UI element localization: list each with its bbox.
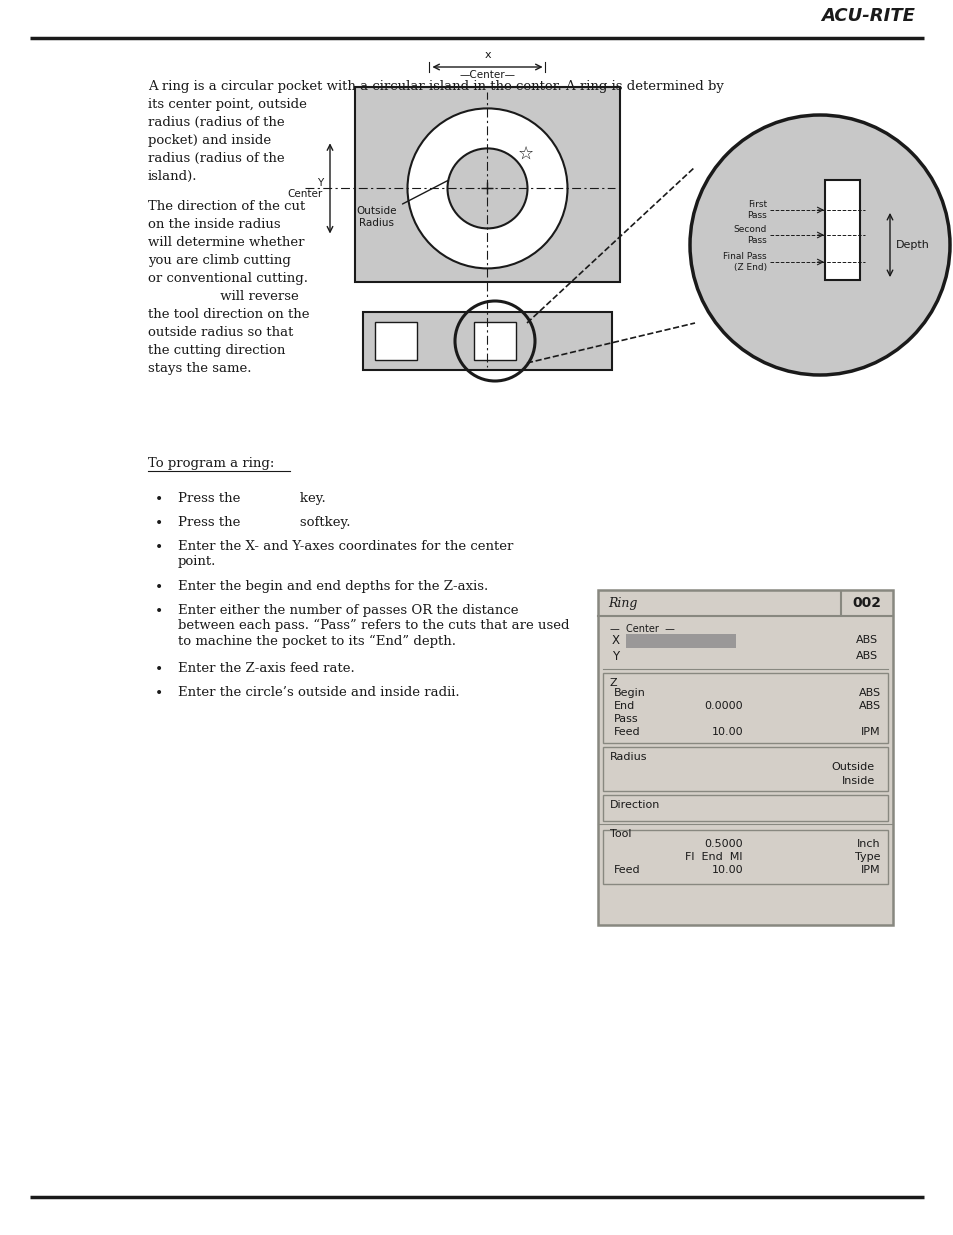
- Text: you are climb cutting: you are climb cutting: [148, 254, 291, 267]
- Text: 002: 002: [852, 597, 881, 610]
- Text: Feed: Feed: [614, 727, 640, 737]
- Text: ABS: ABS: [855, 651, 877, 661]
- Text: ABS: ABS: [858, 701, 880, 711]
- Text: •: •: [154, 492, 163, 506]
- Text: ☆: ☆: [517, 144, 533, 162]
- Text: 0.5000: 0.5000: [703, 839, 742, 848]
- Text: •: •: [154, 516, 163, 530]
- Text: the cutting direction: the cutting direction: [148, 345, 285, 357]
- Text: Feed: Feed: [614, 864, 640, 876]
- Text: ACU-RITE: ACU-RITE: [821, 7, 914, 25]
- Text: Outside: Outside: [831, 762, 874, 772]
- Text: Enter the X- and Y-axes coordinates for the center
point.: Enter the X- and Y-axes coordinates for …: [178, 540, 513, 568]
- Text: radius (radius of the: radius (radius of the: [148, 152, 284, 165]
- Text: —Center—: —Center—: [459, 70, 515, 80]
- Text: End: End: [614, 701, 635, 711]
- Text: on the inside radius: on the inside radius: [148, 219, 280, 231]
- Text: Inside: Inside: [841, 776, 874, 785]
- Text: Depth: Depth: [895, 240, 929, 249]
- Bar: [598, 590, 892, 925]
- Text: its center point, outside: its center point, outside: [148, 98, 307, 111]
- Text: •: •: [154, 540, 163, 555]
- Text: Enter the circle’s outside and inside radii.: Enter the circle’s outside and inside ra…: [178, 685, 459, 699]
- Text: ABS: ABS: [855, 635, 877, 645]
- Text: Enter the begin and end depths for the Z-axis.: Enter the begin and end depths for the Z…: [178, 580, 488, 593]
- Text: Second
Pass: Second Pass: [733, 225, 766, 245]
- Text: —  Center  —: — Center —: [609, 624, 674, 634]
- Text: The direction of the cut: The direction of the cut: [148, 200, 305, 212]
- Text: Ring: Ring: [607, 597, 637, 610]
- Text: IPM: IPM: [861, 864, 880, 876]
- Text: A ring is a circular pocket with a circular island in the center. A ring is dete: A ring is a circular pocket with a circu…: [148, 80, 723, 93]
- Text: Radius: Radius: [609, 752, 647, 762]
- Text: Y
Center: Y Center: [288, 178, 323, 199]
- Text: or conventional cutting.: or conventional cutting.: [148, 272, 308, 285]
- Text: Tool: Tool: [609, 829, 631, 839]
- Text: island).: island).: [148, 170, 197, 183]
- Text: First
Pass: First Pass: [746, 200, 766, 220]
- Text: Direction: Direction: [609, 800, 659, 810]
- Text: Final Pass
(Z End): Final Pass (Z End): [722, 252, 766, 272]
- Text: Press the              key.: Press the key.: [178, 492, 325, 505]
- Text: the tool direction on the: the tool direction on the: [148, 308, 309, 321]
- Text: 0.0000: 0.0000: [703, 701, 742, 711]
- Text: radius (radius of the: radius (radius of the: [148, 116, 284, 128]
- Bar: [625, 634, 735, 648]
- Text: outside radius so that: outside radius so that: [148, 326, 294, 338]
- Text: x: x: [484, 49, 490, 61]
- Bar: [375, 322, 416, 359]
- Bar: [602, 830, 887, 884]
- Text: IPM: IPM: [861, 727, 880, 737]
- Bar: [363, 312, 612, 370]
- Text: Fl  End  Ml: Fl End Ml: [685, 852, 742, 862]
- Text: 10.00: 10.00: [711, 864, 742, 876]
- Text: Type: Type: [855, 852, 880, 862]
- Text: •: •: [154, 662, 163, 676]
- Text: Outside
Radius: Outside Radius: [356, 174, 459, 228]
- Text: Begin: Begin: [614, 688, 645, 698]
- Text: 10.00: 10.00: [711, 727, 742, 737]
- Circle shape: [407, 109, 567, 268]
- Text: Inch: Inch: [857, 839, 880, 848]
- Text: X: X: [612, 634, 619, 646]
- Text: Press the              softkey.: Press the softkey.: [178, 516, 350, 529]
- Bar: [355, 86, 619, 282]
- Text: To program a ring:: To program a ring:: [148, 457, 274, 471]
- Text: Enter either the number of passes OR the distance
between each pass. “Pass” refe: Enter either the number of passes OR the…: [178, 604, 569, 647]
- Bar: [602, 795, 887, 821]
- Circle shape: [689, 115, 949, 375]
- Text: •: •: [154, 580, 163, 594]
- Text: ABS: ABS: [858, 688, 880, 698]
- Bar: [824, 180, 859, 280]
- Text: stays the same.: stays the same.: [148, 362, 252, 375]
- Text: will determine whether: will determine whether: [148, 236, 304, 249]
- Bar: [602, 673, 887, 743]
- Bar: [602, 747, 887, 790]
- Text: •: •: [154, 604, 163, 618]
- Text: will reverse: will reverse: [148, 290, 298, 303]
- Text: pocket) and inside: pocket) and inside: [148, 135, 271, 147]
- Text: Enter the Z-axis feed rate.: Enter the Z-axis feed rate.: [178, 662, 355, 676]
- Circle shape: [447, 148, 527, 228]
- Text: •: •: [154, 685, 163, 700]
- Text: Y: Y: [612, 650, 618, 662]
- Text: Z: Z: [609, 678, 617, 688]
- Bar: [474, 322, 516, 359]
- Text: Pass: Pass: [614, 714, 638, 724]
